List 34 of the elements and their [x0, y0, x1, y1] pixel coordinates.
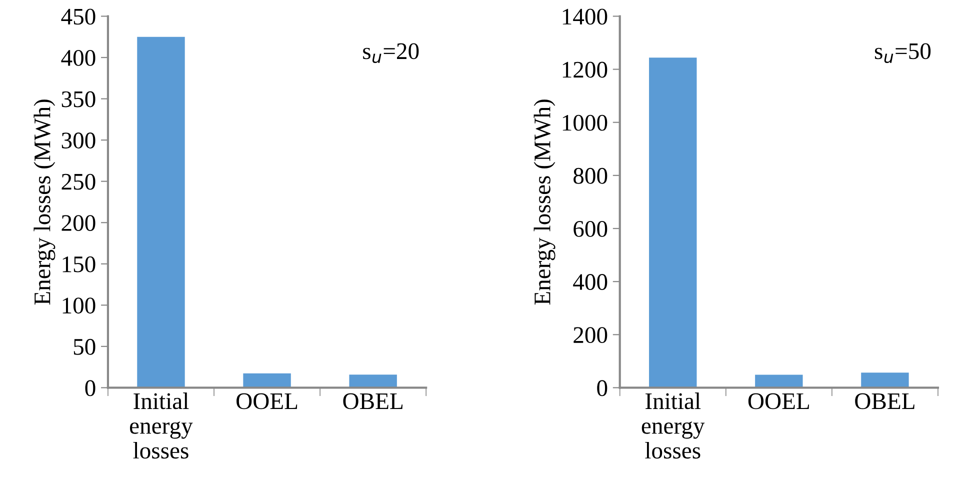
y-tick-label: 400 — [61, 50, 96, 66]
bar — [137, 36, 185, 388]
y-tick-label: 1200 — [562, 62, 608, 78]
y-tick-label: 50 — [74, 338, 96, 355]
bar — [861, 372, 909, 388]
y-tick-label: 800 — [574, 168, 608, 184]
y-tick-label: 300 — [62, 132, 96, 148]
x-tick-label: Initial energy losses — [642, 392, 705, 459]
x-tick-label: OBEL — [855, 393, 914, 410]
y-tick-label: 400 — [573, 274, 608, 290]
y-axis-title: Energy losses (MWh) — [534, 100, 556, 305]
y-tick-label: 350 — [62, 91, 96, 108]
x-tick-label: OOEL — [748, 393, 809, 410]
annotation: s$_{u}$=20 — [363, 43, 419, 64]
y-tick-label: 100 — [62, 298, 96, 314]
y-tick-label: 450 — [61, 8, 96, 25]
x-tick-label: Initial energy losses — [130, 392, 193, 459]
x-tick-label: OOEL — [236, 393, 298, 410]
y-tick-label: 1400 — [562, 8, 608, 25]
x-tick-label: OBEL — [343, 393, 402, 410]
y-tick-label: 1000 — [562, 114, 608, 131]
y-tick-label: 200 — [62, 215, 96, 232]
bar — [649, 58, 697, 388]
y-tick-label: 0 — [597, 380, 608, 396]
bar — [755, 374, 803, 388]
y-axis-title: Energy losses (MWh) — [34, 100, 56, 305]
bar — [349, 374, 397, 388]
y-tick-label: 600 — [574, 220, 608, 237]
y-tick-label: 150 — [62, 256, 96, 272]
y-tick-label: 0 — [85, 380, 96, 396]
bar — [243, 373, 291, 388]
y-tick-label: 250 — [62, 174, 96, 190]
y-tick-label: 200 — [574, 327, 608, 344]
annotation: s$_{u}$=50 — [874, 43, 931, 64]
